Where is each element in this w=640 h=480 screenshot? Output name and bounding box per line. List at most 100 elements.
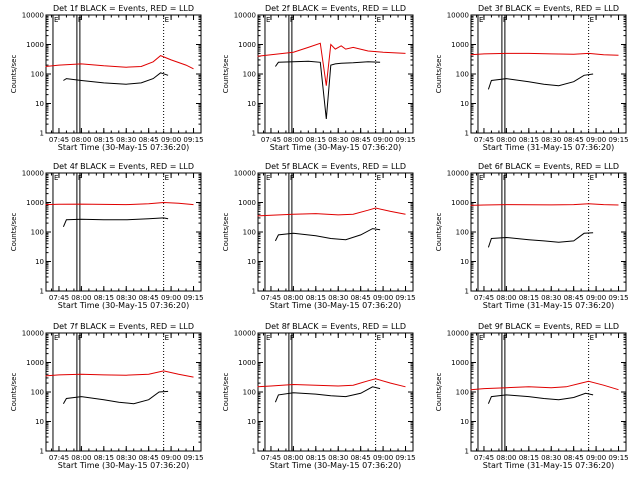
y-tick-label: 10 <box>35 100 44 108</box>
y-tick-label: 10000 <box>234 330 256 338</box>
series-events-line <box>487 232 594 248</box>
panel-det-2: Det 2f BLACK = Events, RED = LLD 1 10 100 10… <box>222 4 416 152</box>
series-lld-line <box>470 380 619 391</box>
y-tick-label: 100 <box>31 229 44 237</box>
chart-title: Det 7f BLACK = Events, RED = LLD <box>53 322 194 331</box>
y-tick-label: 1000 <box>26 41 44 49</box>
x-tick-label: 08:30 <box>328 294 348 302</box>
x-tick-label: 08:00 <box>283 136 303 144</box>
y-tick-label: 10000 <box>234 12 256 20</box>
panel-det-5: Det 5f BLACK = Events, RED = LLD 1 10 100 10… <box>222 162 416 310</box>
chart-title: Det 8f BLACK = Events, RED = LLD <box>265 322 406 331</box>
y-tick-label: 100 <box>31 71 44 79</box>
series-lld-line <box>470 52 619 56</box>
y-tick-label: 1 <box>40 130 44 138</box>
x-tick-label: 07:45 <box>49 294 69 302</box>
event-marker-label: E <box>165 334 169 342</box>
series-lld-line <box>257 378 406 388</box>
y-tick-label: 10 <box>247 258 256 266</box>
x-tick-label: 08:15 <box>519 454 539 462</box>
x-axis-label: Start Time (31-May-15 07:36:20) <box>483 461 614 470</box>
x-tick-label: 09:15 <box>183 136 203 144</box>
x-tick-label: 09:15 <box>608 136 628 144</box>
x-tick-label: 08:15 <box>94 454 114 462</box>
x-tick-label: 07:45 <box>49 136 69 144</box>
series-events-line <box>62 390 169 405</box>
plot-frame <box>257 172 414 292</box>
x-tick-label: 08:45 <box>564 136 584 144</box>
x-tick-label: 08:15 <box>306 454 326 462</box>
series-events-line <box>487 392 594 404</box>
y-axis-label: Counts/sec <box>435 213 443 252</box>
x-tick-label: 08:45 <box>351 294 371 302</box>
event-marker-label: E <box>165 174 169 182</box>
x-tick-label: 08:15 <box>306 294 326 302</box>
y-tick-label: 10000 <box>447 12 469 20</box>
y-tick-label: 10 <box>460 258 469 266</box>
x-tick-label: 09:15 <box>395 454 415 462</box>
event-marker-label: E <box>266 174 270 182</box>
x-tick-label: 08:30 <box>328 454 348 462</box>
y-axis-label: Counts/sec <box>10 55 18 94</box>
x-tick-label: 08:00 <box>71 136 91 144</box>
series-events-line <box>62 217 169 227</box>
x-axis-label: Start Time (30-May-15 07:36:20) <box>270 461 401 470</box>
x-axis-label: Start Time (30-May-15 07:36:20) <box>58 461 189 470</box>
y-axis-label: Counts/sec <box>10 373 18 412</box>
chart-title: Det 1f BLACK = Events, RED = LLD <box>53 4 194 13</box>
panel-det-6: Det 6f BLACK = Events, RED = LLD 1 10 100 10… <box>435 162 629 310</box>
x-tick-label: 07:45 <box>49 454 69 462</box>
y-tick-label: 10 <box>35 258 44 266</box>
y-tick-label: 1000 <box>451 359 469 367</box>
x-tick-label: 09:00 <box>586 136 606 144</box>
y-tick-label: 10 <box>35 418 44 426</box>
x-tick-label: 08:45 <box>351 136 371 144</box>
x-tick-label: 07:45 <box>261 454 281 462</box>
event-marker-label: E <box>377 334 381 342</box>
x-tick-label: 09:15 <box>183 294 203 302</box>
event-marker-label: E <box>377 16 381 24</box>
x-tick-label: 07:45 <box>261 136 281 144</box>
y-tick-label: 100 <box>243 389 256 397</box>
y-tick-label: 10000 <box>447 330 469 338</box>
x-tick-label: 09:00 <box>161 294 181 302</box>
x-tick-label: 08:15 <box>519 294 539 302</box>
x-tick-label: 08:15 <box>94 136 114 144</box>
event-marker-label: E <box>165 16 169 24</box>
y-tick-label: 100 <box>31 389 44 397</box>
event-marker-label: E <box>479 16 483 24</box>
x-tick-label: 09:15 <box>395 136 415 144</box>
panel-det-7: Det 7f BLACK = Events, RED = LLD 1 10 100 10… <box>10 322 204 470</box>
x-tick-label: 08:15 <box>306 136 326 144</box>
x-tick-label: 09:15 <box>395 294 415 302</box>
y-tick-label: 1000 <box>26 359 44 367</box>
x-tick-label: 08:30 <box>116 294 136 302</box>
panel-det-8: Det 8f BLACK = Events, RED = LLD 1 10 100 10… <box>222 322 416 470</box>
x-axis-label: Start Time (30-May-15 07:36:20) <box>270 143 401 152</box>
y-tick-label: 1000 <box>238 41 256 49</box>
chart-title: Det 6f BLACK = Events, RED = LLD <box>478 162 619 171</box>
y-tick-label: 10 <box>247 100 256 108</box>
y-tick-label: 100 <box>456 389 469 397</box>
chart-title: Det 4f BLACK = Events, RED = LLD <box>53 162 194 171</box>
x-tick-label: 07:45 <box>474 294 494 302</box>
plot-frame <box>257 14 414 134</box>
series-lld-line <box>45 55 194 70</box>
x-axis-label: Start Time (30-May-15 07:36:20) <box>58 301 189 310</box>
chart-title: Det 9f BLACK = Events, RED = LLD <box>478 322 619 331</box>
x-tick-label: 08:30 <box>116 454 136 462</box>
x-tick-label: 08:00 <box>71 294 91 302</box>
x-axis-label: Start Time (30-May-15 07:36:20) <box>58 143 189 152</box>
x-tick-label: 08:45 <box>564 294 584 302</box>
event-marker-label: E <box>479 174 483 182</box>
series-events-line <box>63 72 169 85</box>
x-tick-label: 08:15 <box>519 136 539 144</box>
y-tick-label: 1000 <box>238 199 256 207</box>
chart-title: Det 2f BLACK = Events, RED = LLD <box>265 4 406 13</box>
y-tick-label: 10 <box>247 418 256 426</box>
x-tick-label: 08:45 <box>564 454 584 462</box>
series-events-line <box>274 60 381 119</box>
x-tick-label: 09:00 <box>373 136 393 144</box>
x-tick-label: 09:15 <box>608 294 628 302</box>
